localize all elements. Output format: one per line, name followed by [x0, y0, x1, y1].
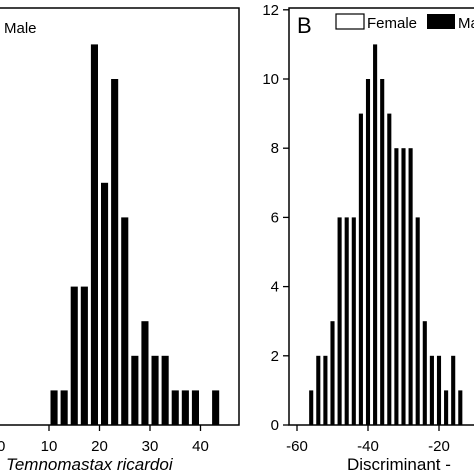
panel-b-label: B: [297, 13, 312, 38]
panel-b-bar: [436, 355, 442, 425]
panel-b-y-tick-label: 10: [262, 71, 279, 88]
panel-b-x-tick-label: -40: [357, 438, 379, 455]
panel-b-y-tick-label: 2: [271, 348, 279, 365]
panel-b-x-axis-label: Discriminant -: [347, 455, 451, 474]
panel-a-legend: Male: [4, 20, 37, 37]
panel-a-legend-label-male: Male: [4, 20, 37, 37]
panel-a-bar: [212, 390, 220, 425]
panel-a-x-tick-label: 30: [142, 438, 159, 455]
panel-b-legend: Female Male: [335, 13, 474, 32]
panel-b-bar: [380, 79, 385, 425]
panel-a-x-tick-label-0: 0: [0, 438, 5, 455]
panel-b-y-tick-label: 0: [271, 417, 279, 434]
panel-b-bar: [365, 79, 371, 425]
panel-b-y-tick-label: 6: [271, 209, 279, 226]
panel-b-bar: [373, 44, 378, 426]
panel-a-bar: [50, 390, 58, 425]
panel-a-bar: [171, 390, 179, 425]
panel-a-bar: [151, 355, 159, 425]
panel-a-bar: [70, 286, 78, 425]
panel-a-bar: [111, 79, 119, 425]
panel-a-bar: [90, 44, 98, 426]
panel-b-bar: [444, 390, 449, 425]
panel-a-bars: [50, 44, 220, 426]
panel-b-bar: [451, 355, 456, 425]
panel-b-legend-label-male: Male: [458, 15, 474, 32]
panel-b-bar: [337, 217, 342, 425]
panel-a-frame: [0, 7, 240, 426]
panel-b-y-tick-label: 4: [271, 279, 279, 296]
panel-b-bar: [309, 390, 314, 425]
panel-b-legend-label-female: Female: [367, 15, 417, 32]
panel-a-x-tick-label: 20: [91, 438, 108, 455]
panel-b-x-tick-label: -20: [428, 438, 450, 455]
panel-b-bar: [394, 148, 399, 425]
panel-a-bar: [80, 286, 88, 425]
panel-b-bar: [458, 390, 463, 425]
panel-a-x-axis-label: Temnomastax ricardoi: [6, 455, 174, 474]
panel-b-y-tick-label: 12: [262, 2, 279, 19]
panel-b-bar: [422, 321, 427, 425]
panel-b-bar: [330, 321, 335, 425]
panel-b-bar: [351, 217, 356, 425]
panel-b-bar: [316, 355, 321, 425]
panel-a-bar: [121, 217, 129, 425]
panel-a-bar: [131, 355, 139, 425]
legend-swatch-female: [335, 13, 365, 30]
panel-b-bar: [401, 148, 406, 425]
panel-a-x-tick-label: 10: [41, 438, 58, 455]
panel-b-bar: [429, 355, 434, 425]
panel-a-x-ticks: 10 20 30 40: [41, 425, 209, 455]
panel-a-bar: [191, 390, 199, 425]
panel-a-bar: [161, 355, 169, 425]
panel-b-axes: -60 -40 -20 0 2 4 6 8 10 12: [262, 2, 450, 455]
panel-b-bar: [323, 355, 328, 425]
panel-b-x-tick-label: -60: [286, 438, 308, 455]
panel-b-bars: [309, 44, 463, 426]
panel-b-y-tick-label: 8: [271, 140, 279, 157]
panel-b-bar: [344, 217, 349, 425]
panel-b-bar: [387, 113, 392, 425]
panel-a-x-tick-label: 40: [192, 438, 209, 455]
panel-b-bar: [408, 148, 413, 425]
panel-b-bar: [415, 217, 420, 425]
panel-a: 10 20 30 40 Male Temnomastax ricardoi 0: [0, 7, 240, 474]
panel-a-bar: [181, 390, 189, 425]
panel-a-bar: [141, 321, 149, 425]
panel-b-frame: [288, 7, 474, 426]
panel-a-bar: [60, 390, 68, 425]
legend-swatch-male: [427, 14, 455, 29]
panel-b: -60 -40 -20 0 2 4 6 8 10 12 B Female Male Discrim…: [262, 2, 474, 474]
panel-b-bar: [358, 113, 363, 425]
panel-a-bar: [101, 182, 109, 425]
